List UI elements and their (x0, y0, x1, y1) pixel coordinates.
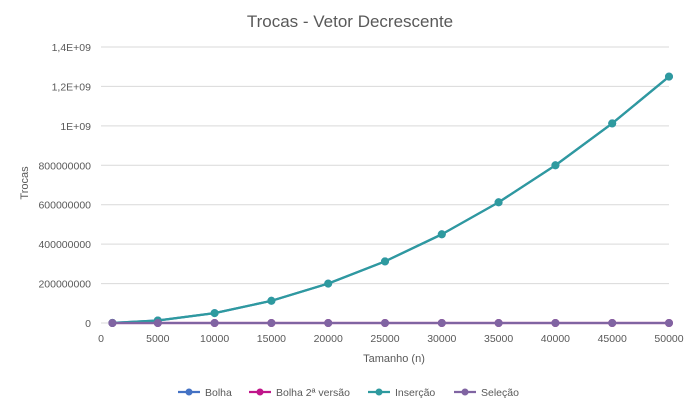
legend-item[interactable]: Bolha (178, 387, 232, 399)
y-tick-label: 800000000 (38, 160, 91, 172)
data-point (608, 319, 617, 327)
legend-label: Bolha 2ª versão (276, 387, 350, 399)
series-line (112, 75, 670, 325)
legend-swatch-marker (375, 388, 383, 396)
legend-swatch-marker (256, 388, 264, 396)
x-axis-ticks: 0 5000 10000 15000 20000 25000 30000 35000 40000… (98, 333, 684, 345)
data-point (437, 230, 446, 239)
x-tick-label: 5000 (146, 333, 170, 345)
x-tick-label: 20000 (314, 333, 343, 345)
y-tick-label: 1E+09 (60, 121, 91, 133)
data-point (210, 309, 219, 318)
legend-item[interactable]: Inserção (368, 387, 435, 399)
gridlines (101, 46, 669, 285)
data-point (551, 319, 560, 327)
legend-label: Bolha (205, 387, 232, 399)
data-point (381, 257, 389, 266)
data-point (551, 161, 560, 170)
y-tick-label: 200000000 (38, 279, 91, 291)
legend-label: Seleção (481, 387, 519, 399)
data-point (437, 319, 446, 327)
legend-label: Inserção (395, 387, 435, 399)
legend-item[interactable]: Bolha 2ª versão (249, 387, 350, 399)
legend[interactable]: Bolha Bolha 2ª versão Inserção Seleção (178, 387, 519, 399)
x-tick-label: 45000 (598, 333, 627, 345)
x-axis-label: Tamanho (n) (363, 353, 425, 365)
x-tick-label: 10000 (200, 333, 229, 345)
series-lines (108, 72, 673, 327)
y-tick-label: 400000000 (38, 239, 91, 251)
x-tick-label: 25000 (370, 333, 399, 345)
data-point (608, 119, 617, 128)
y-axis-ticks: 0 200000000 400000000 600000000 800000000 1E+… (38, 42, 91, 330)
y-tick-label: 600000000 (38, 200, 91, 212)
y-tick-label: 1,4E+09 (52, 42, 92, 54)
y-axis-label: Trocas (19, 166, 31, 200)
legend-swatch-marker (185, 388, 193, 396)
data-point (267, 296, 276, 305)
x-tick-label: 50000 (654, 333, 683, 345)
data-point (665, 72, 673, 81)
data-point (494, 198, 503, 207)
x-tick-label: 40000 (541, 333, 570, 345)
series-line (112, 75, 670, 325)
y-tick-label: 1,2E+09 (52, 81, 92, 93)
data-point (153, 319, 162, 327)
data-point (324, 279, 333, 288)
data-point (210, 319, 219, 327)
x-tick-label: 0 (98, 333, 104, 345)
data-point (665, 319, 673, 327)
legend-item[interactable]: Seleção (454, 387, 519, 399)
series-2 (108, 72, 673, 327)
data-point (267, 319, 276, 327)
x-tick-label: 35000 (484, 333, 513, 345)
chart-title: Trocas - Vetor Decrescente (247, 12, 453, 31)
series-0 (108, 72, 673, 327)
legend-swatch-marker (461, 388, 469, 396)
x-tick-label: 15000 (257, 333, 286, 345)
x-tick-label: 30000 (427, 333, 456, 345)
data-point (324, 319, 333, 327)
data-point (381, 319, 389, 327)
data-point (108, 319, 117, 327)
data-point (494, 319, 503, 327)
series-3 (108, 319, 673, 327)
y-tick-label: 0 (85, 318, 91, 330)
